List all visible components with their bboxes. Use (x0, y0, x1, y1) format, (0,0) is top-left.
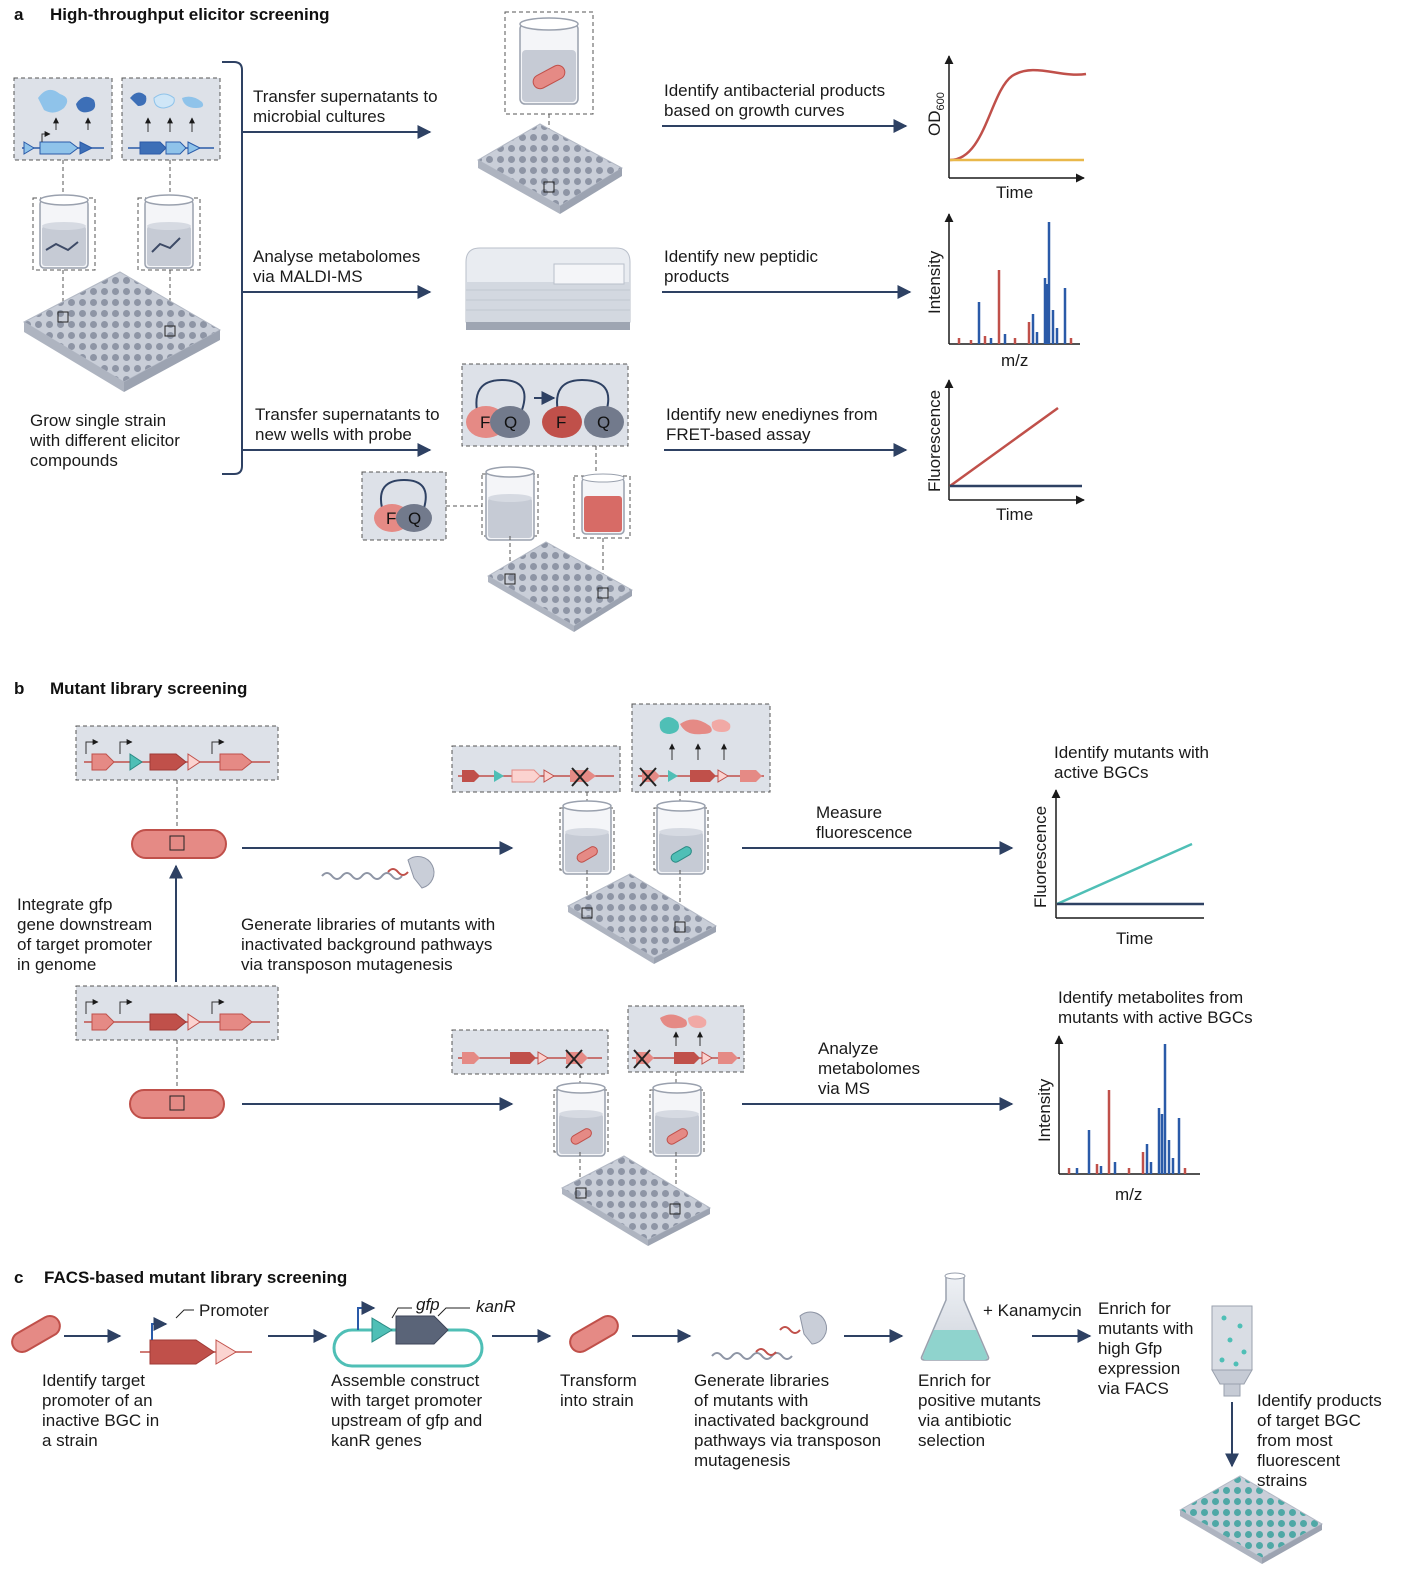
svg-text:Fluorescence: Fluorescence (1031, 806, 1050, 908)
svg-text:kanR: kanR (476, 1297, 516, 1316)
fret-probe-panel: F Q F Q (461, 363, 629, 447)
svg-text:Time: Time (996, 183, 1033, 202)
beaker-mutant-b4 (649, 1082, 705, 1157)
svg-text:OD600: OD600 (925, 92, 947, 136)
bacterium-gfp (131, 829, 227, 859)
transfer1-label: Transfer supernatants to microbial cultu… (253, 87, 442, 126)
well-plate-b2 (560, 1155, 712, 1246)
integrate-label: Integrate gfp gene downstream of target … (17, 895, 157, 974)
c-step3-label: Transform into strain (560, 1371, 642, 1410)
facs-column (1211, 1305, 1253, 1397)
construct-panel-gfp (75, 725, 279, 781)
well-plate-a3 (487, 541, 633, 632)
measure-label: Measure fluorescence (816, 803, 912, 842)
svg-text:Q: Q (597, 413, 610, 432)
svg-text:m/z: m/z (1001, 351, 1028, 370)
bacterium-c1 (11, 1315, 61, 1353)
well-plate-c (1178, 1475, 1324, 1564)
svg-text:Time: Time (1116, 929, 1153, 948)
svg-text:Promoter: Promoter (199, 1301, 269, 1320)
identify2-label: Identify new peptidic products (664, 247, 823, 286)
beaker-mutant-red (559, 800, 615, 875)
plot-mass-spectrum-b: Intensity m/z (1035, 1035, 1200, 1204)
construct-panel-plain (75, 985, 279, 1041)
gene-cluster-panel-1 (13, 77, 113, 161)
well-plate-b1 (566, 873, 718, 964)
svg-text:Q: Q (504, 413, 517, 432)
svg-text:F: F (480, 413, 490, 432)
plot-gfp-fluorescence: Fluorescence Time (1031, 789, 1204, 948)
beaker-mutant-teal (653, 800, 709, 875)
beaker-elicitor-2 (137, 194, 201, 271)
c-step5-label: Enrich for positive mutants via antibiot… (918, 1371, 1046, 1450)
svg-text:F: F (556, 413, 566, 432)
c-step1-label: Identify target promoter of an inactive … (42, 1371, 164, 1450)
identify1-label: Identify antibacterial products based on… (664, 81, 890, 120)
gene-cluster-panel-2 (121, 77, 221, 161)
identify-metabolites-label: Identify metabolites from mutants with a… (1058, 988, 1253, 1027)
well-plate-a1 (476, 123, 624, 214)
beaker-mutant-b3 (553, 1082, 609, 1157)
section-c-title: FACS-based mutant library screening (44, 1268, 347, 1287)
beaker-probe-red (573, 473, 631, 539)
c-step6-label: Enrich for mutants with high Gfp express… (1098, 1299, 1198, 1398)
svg-text:Intensity: Intensity (1035, 1078, 1054, 1142)
plot-mass-spectrum-a: Intensity m/z (925, 213, 1080, 370)
svg-text:Q: Q (408, 509, 421, 528)
section-b-letter: b (14, 679, 24, 698)
section-c-letter: c (14, 1268, 23, 1287)
kanamycin-label: + Kanamycin (983, 1301, 1082, 1320)
svg-text:Time: Time (996, 505, 1033, 524)
beaker-elicitor-1 (32, 194, 96, 271)
section-a-letter: a (14, 5, 24, 24)
plot-growth-curve: OD600 Time (925, 55, 1087, 202)
promoter-gene: Promoter (140, 1301, 269, 1365)
plasmid-construct: gfp kanR (332, 1295, 516, 1368)
beaker-probe-grey (481, 466, 539, 541)
maldi-instrument (465, 247, 631, 330)
mutant-panel-1 (451, 745, 621, 793)
bacterium-plain (129, 1089, 225, 1119)
c-step7-label: Identify products of target BGC from mos… (1257, 1391, 1386, 1490)
svg-text:gfp: gfp (416, 1295, 440, 1314)
transfer2-label: Transfer supernatants to new wells with … (255, 405, 444, 444)
fret-probe-small: F Q (361, 471, 447, 541)
bacterium-c2 (569, 1315, 619, 1353)
svg-text:m/z: m/z (1115, 1185, 1142, 1204)
svg-text:Fluorescence: Fluorescence (925, 390, 944, 492)
bracket (222, 61, 243, 475)
svg-text:Intensity: Intensity (925, 250, 944, 314)
analyse-label: Analyse metabolomes via MALDI-MS (253, 247, 425, 286)
mutant-panel-3 (451, 1029, 609, 1075)
grow-label: Grow single strain with different elicit… (29, 411, 185, 470)
section-b-title: Mutant library screening (50, 679, 247, 698)
erlenmeyer-flask (920, 1272, 990, 1361)
mutant-panel-4 (627, 1005, 745, 1073)
well-plate-a (22, 271, 222, 392)
analyze-label: Analyze metabolomes via MS (818, 1039, 925, 1098)
c-step4-label: Generate libraries of mutants with inact… (694, 1371, 886, 1470)
transposon-icon (321, 856, 435, 889)
section-a-title: High-throughput elicitor screening (50, 5, 330, 24)
transposon-icon-c (711, 1311, 827, 1360)
identify3-label: Identify new enediynes from FRET-based a… (666, 405, 882, 444)
beaker-culture (504, 11, 594, 115)
mutant-panel-2 (631, 703, 771, 793)
generate-label: Generate libraries of mutants with inact… (241, 915, 500, 974)
plot-fret-fluorescence: Fluorescence Time (925, 379, 1085, 524)
identify-mutants-label: Identify mutants with active BGCs (1054, 743, 1214, 782)
svg-text:F: F (386, 509, 396, 528)
c-step2-label: Assemble construct with target promoter … (330, 1371, 487, 1450)
